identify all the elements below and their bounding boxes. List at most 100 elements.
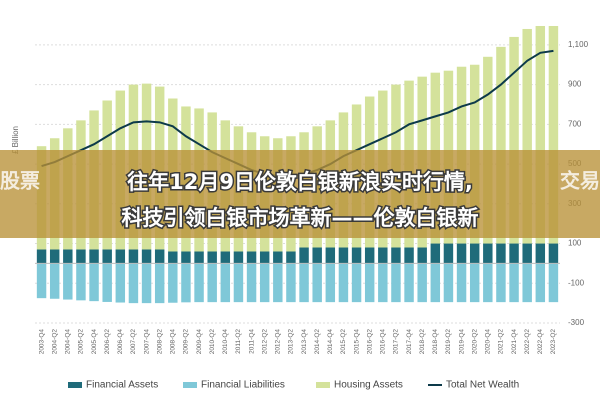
bar	[259, 251, 270, 264]
bar	[443, 243, 454, 264]
x-tick-label: 2009-Q4	[196, 329, 203, 355]
x-tick-label: 2013-Q4	[301, 329, 308, 355]
bar	[469, 243, 480, 264]
x-tick-label: 2020-Q2	[471, 329, 478, 355]
x-tick-label: 2005-Q2	[78, 329, 85, 355]
x-tick-label: 2007-Q2	[130, 329, 137, 355]
x-tick-label: 2021-Q2	[498, 329, 505, 355]
x-tick-label: 2018-Q4	[432, 329, 439, 355]
bar	[181, 263, 191, 303]
banner: 股票 交易 往年12月9日伦敦白银新浪实时行情, 科技引领白银市场革新——伦敦白…	[0, 150, 600, 238]
bar	[469, 263, 480, 303]
x-tick-label: 2015-Q2	[340, 329, 347, 355]
legend-item: Financial Liabilities	[183, 380, 285, 391]
bar	[325, 247, 336, 264]
banner-side-left: 股票	[0, 169, 40, 193]
bar	[181, 251, 191, 264]
bar	[102, 263, 112, 302]
x-tick-label: 2016-Q4	[380, 329, 387, 355]
bar	[76, 249, 86, 264]
bar	[207, 251, 217, 264]
bar	[128, 263, 139, 304]
x-tick-label: 2011-Q2	[235, 329, 242, 354]
bar	[404, 263, 414, 303]
x-tick-label: 2014-Q4	[327, 329, 334, 355]
x-tick-label: 2017-Q2	[393, 329, 400, 355]
x-tick-label: 2018-Q2	[419, 329, 426, 355]
bar	[325, 263, 336, 303]
bar	[299, 247, 309, 264]
bar	[102, 249, 112, 264]
bar	[154, 249, 165, 264]
legend-label: Financial Liabilities	[201, 380, 285, 391]
bar	[338, 263, 349, 303]
bar	[49, 263, 60, 299]
bar	[141, 249, 152, 264]
x-tick-label: 2015-Q4	[353, 329, 360, 355]
bar	[299, 263, 309, 303]
bar	[364, 263, 375, 303]
x-tick-label: 2003-Q4	[38, 329, 45, 355]
legend-item: Financial Assets	[68, 380, 158, 391]
bar	[286, 263, 296, 303]
bar	[141, 263, 152, 304]
bar	[273, 263, 283, 303]
bar	[391, 247, 401, 264]
bar	[76, 263, 86, 301]
y-tick-label: 1,100	[568, 40, 589, 49]
bar	[63, 249, 73, 264]
x-tick-label: 2004-Q4	[65, 329, 72, 355]
bar	[286, 251, 296, 264]
banner-line: 往年12月9日伦敦白银新浪实时行情,	[127, 170, 473, 194]
bar	[168, 251, 178, 264]
bar	[509, 263, 519, 303]
y-axis-label: £ Billion	[11, 126, 20, 154]
x-tick-label: 2014-Q2	[314, 329, 321, 355]
bar	[509, 243, 519, 264]
bar	[220, 251, 231, 264]
bar	[417, 247, 427, 264]
x-tick-label: 2006-Q2	[104, 329, 111, 355]
bar	[456, 263, 467, 303]
bar	[351, 247, 362, 264]
x-tick-label: 2012-Q4	[275, 329, 282, 355]
y-tick-label: 700	[568, 119, 582, 128]
x-tick-label: 2010-Q2	[209, 329, 216, 355]
legend-label: Housing Assets	[334, 380, 403, 391]
x-tick-label: 2008-Q4	[170, 329, 177, 355]
bar	[36, 249, 47, 264]
x-tick-label: 2020-Q4	[485, 329, 492, 355]
bar	[312, 263, 322, 303]
bar	[246, 251, 257, 264]
bar	[456, 243, 467, 264]
bar	[89, 249, 99, 264]
bar	[273, 251, 283, 264]
bar	[154, 263, 165, 304]
bar	[220, 263, 231, 303]
bar	[391, 263, 401, 303]
bar	[351, 263, 362, 303]
bar	[404, 247, 414, 264]
x-tick-label: 2005-Q4	[91, 329, 98, 355]
bar	[483, 263, 493, 303]
legend-item: Housing Assets	[316, 380, 403, 391]
x-tick-label: 2019-Q4	[458, 329, 465, 355]
x-tick-label: 2011-Q4	[248, 329, 255, 354]
bar	[36, 263, 47, 299]
banner-background	[0, 150, 600, 238]
bar	[483, 243, 493, 264]
bar	[417, 263, 427, 303]
banner-side-right: 交易	[560, 169, 600, 193]
bar	[128, 249, 139, 264]
x-tick-label: 2016-Q2	[366, 329, 373, 355]
legend-swatch	[68, 382, 82, 388]
x-tick-label: 2017-Q4	[406, 329, 413, 355]
y-tick-label: 900	[568, 80, 582, 89]
bar	[115, 263, 126, 303]
bar	[496, 263, 506, 303]
bar	[378, 247, 388, 264]
bar	[194, 251, 204, 264]
bar	[496, 46, 506, 244]
bar	[522, 28, 532, 244]
y-tick-label: 100	[568, 239, 582, 248]
